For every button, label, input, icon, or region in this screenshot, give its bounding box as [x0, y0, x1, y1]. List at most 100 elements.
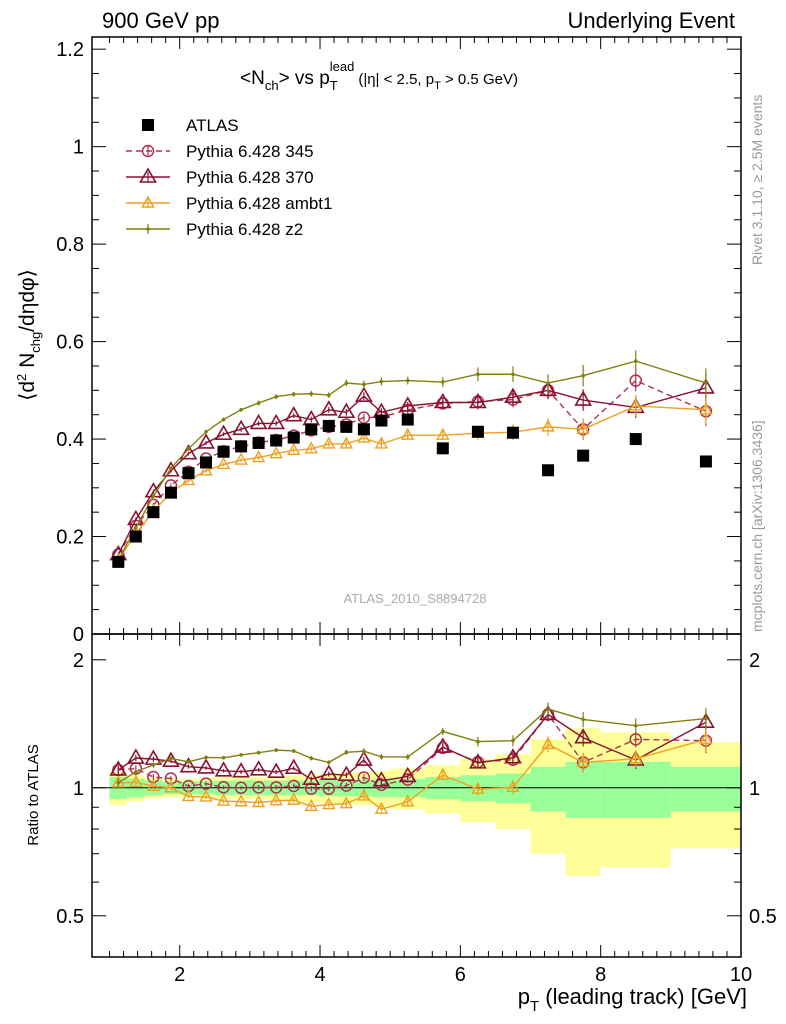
ratio-y-tick-label-right: 2: [749, 650, 760, 672]
y-tick-label: 0.8: [56, 234, 84, 256]
pythia-6-428-345-ratio-point: [252, 781, 265, 794]
legend-label: Pythia 6.428 ambt1: [186, 194, 332, 213]
pythia-6-428-ambt1-ratio-point: [251, 795, 266, 808]
pythia-6-428-z2-point: [476, 372, 480, 377]
chart-title: <Nch> vs pTlead(|η| < 2.5, pT > 0.5 GeV): [240, 59, 518, 93]
pythia-6-428-ambt1-point: [699, 402, 713, 415]
ratio-panel: [109, 702, 715, 814]
atlas-point: [287, 431, 300, 444]
pythia-6-428-370-point: [214, 424, 233, 440]
pythia-6-428-370-ratio-point: [284, 758, 303, 775]
pythia-6-428-370-ratio-point: [214, 761, 233, 777]
pythia-6-428-z2-ratio-point: [116, 781, 121, 785]
pythia-6-428-345-point: [357, 411, 371, 424]
y-tick-label: 1.2: [56, 39, 84, 61]
pythia-6-428-370-point: [126, 509, 145, 526]
pythia-6-428-z2-line: [117, 360, 707, 561]
y-tick-label: 0.2: [56, 527, 84, 549]
x-axis-label: pT (leading track) [GeV]: [518, 984, 747, 1015]
pythia-6-428-370-ratio-point: [319, 764, 338, 780]
legend-pythia-6-428-ambt1-point: [141, 195, 155, 208]
pythia-6-428-370-ratio-point: [267, 762, 286, 778]
legend-entry-atlas: ATLAS: [142, 116, 239, 135]
pythia-6-428-z2-ratio-point: [633, 723, 638, 728]
pythia-6-428-370-ratio-point: [197, 758, 215, 774]
pythia-6-428-z2-ratio-point: [169, 756, 173, 761]
ratio-y-tick-label-right: 0.5: [749, 906, 777, 928]
pythia-6-428-ambt1-ratio-point: [322, 797, 336, 810]
pythia-6-428-345-ratio-point: [357, 771, 371, 784]
pythia-6-428-z2-point: [405, 378, 410, 383]
pythia-6-428-z2-ratio-point: [186, 759, 191, 764]
title-main: <N: [240, 68, 265, 89]
atlas-point: [305, 423, 318, 436]
title-sub-ch: ch: [265, 78, 279, 93]
ratio-y-tick-label: 2: [73, 650, 84, 672]
pythia-6-428-z2-ratio-point: [581, 717, 585, 722]
pythia-6-428-370-point: [469, 392, 487, 409]
pythia-6-428-ambt1-point: [339, 436, 354, 449]
pythia-6-428-ambt1-ratio-point: [234, 794, 248, 807]
pythia-6-428-z2-ratio-point: [291, 749, 296, 753]
atlas-point: [200, 456, 213, 469]
pythia-6-428-370-ratio-point: [302, 769, 321, 786]
analysis-watermark: ATLAS_2010_S8894728: [344, 591, 487, 606]
svg-text:⟨d2 Nchg/dηdφ⟩: ⟨d2 Nchg/dηdφ⟩: [14, 269, 43, 401]
pythia-6-428-370-point: [398, 396, 417, 412]
pythia-6-428-ambt1-point: [629, 398, 643, 411]
mcplots-text: mcplots.cern.ch [arXiv:1306.3436]: [749, 420, 765, 632]
pythia-6-428-z2-point: [581, 373, 585, 378]
x-tick-label: 8: [595, 964, 606, 986]
atlas-point: [506, 426, 519, 439]
pythia-6-428-ambt1-ratio-point: [436, 767, 450, 780]
pythia-6-428-z2-ratio-point: [546, 707, 550, 711]
pythia-6-428-z2-point: [204, 429, 208, 434]
pythia-6-428-z2-ratio-point: [239, 753, 243, 757]
pythia-6-428-z2-ratio-line: [117, 708, 706, 784]
legend-label: Pythia 6.428 z2: [186, 220, 303, 239]
y-tick-label: 1: [73, 137, 84, 159]
pythia-6-428-z2-point: [633, 359, 638, 363]
pythia-6-428-z2-ratio-point: [704, 716, 708, 721]
pythia-6-428-370-ratio-point: [372, 771, 391, 787]
pythia-6-428-370-point: [539, 380, 557, 397]
ratio-band-inner: [670, 766, 741, 812]
pythia-6-428-370-ratio-point: [504, 748, 522, 764]
axes: 2 4 6 8 10 0 0.2 0.4 0.6 0.8 1 1.2 0.5 0.5 1 1 2 2: [56, 36, 777, 986]
y-tick-label: 0.4: [56, 429, 84, 451]
pythia-6-428-z2-ratio-point: [379, 755, 384, 759]
pythia-6-428-ambt1-point: [234, 452, 248, 465]
pythia-6-428-ambt1-ratio-point: [129, 774, 143, 788]
atlas-point: [357, 423, 370, 436]
pythia-6-428-z2-ratio-point: [511, 738, 515, 743]
pythia-6-428-z2-point: [256, 401, 261, 405]
pythia-6-428-370-point: [433, 392, 452, 409]
ratio-series-pythia-6-428-ambt1: [111, 727, 713, 814]
pythia-6-428-370-point: [267, 413, 286, 430]
ratio-y-tick-label-right: 1: [749, 778, 760, 800]
pythia-6-428-ambt1-point: [374, 436, 389, 449]
pythia-6-428-z2-ratio-point: [309, 756, 314, 761]
pythia-6-428-z2-ratio-point: [326, 760, 331, 765]
title-sub-t: T: [330, 78, 338, 93]
atlas-point: [147, 506, 160, 519]
pythia-6-428-ambt1-ratio-point: [401, 794, 415, 807]
pythia-6-428-z2-ratio-point: [362, 749, 366, 754]
ratio-series-pythia-6-428-z2: [116, 702, 708, 788]
pythia-6-428-370-point: [197, 433, 215, 449]
svg-text:<Nch> vs pTlead(|η| < 2.5, pT: <Nch> vs pTlead(|η| < 2.5, pT > 0.5 GeV): [240, 59, 518, 93]
pythia-6-428-ambt1-ratio-point: [304, 798, 318, 811]
x-tick-label: 2: [174, 964, 185, 986]
pythia-6-428-370-point: [319, 400, 338, 416]
pythia-6-428-370-line: [117, 387, 707, 555]
pythia-6-428-z2-ratio-point: [405, 755, 410, 759]
pythia-6-428-370-point: [232, 419, 250, 436]
pythia-6-428-370-point: [162, 461, 180, 477]
pythia-6-428-z2-point: [239, 408, 243, 412]
pythia-6-428-z2-point: [291, 392, 296, 397]
pythia-6-428-z2-ratio-point: [344, 750, 349, 755]
pythia-6-428-z2-ratio-point: [476, 739, 480, 744]
y-tick-label: 0: [73, 624, 84, 646]
legend-pythia-6-428-345-point: [141, 144, 155, 158]
pythia-6-428-ambt1-point: [304, 441, 318, 454]
